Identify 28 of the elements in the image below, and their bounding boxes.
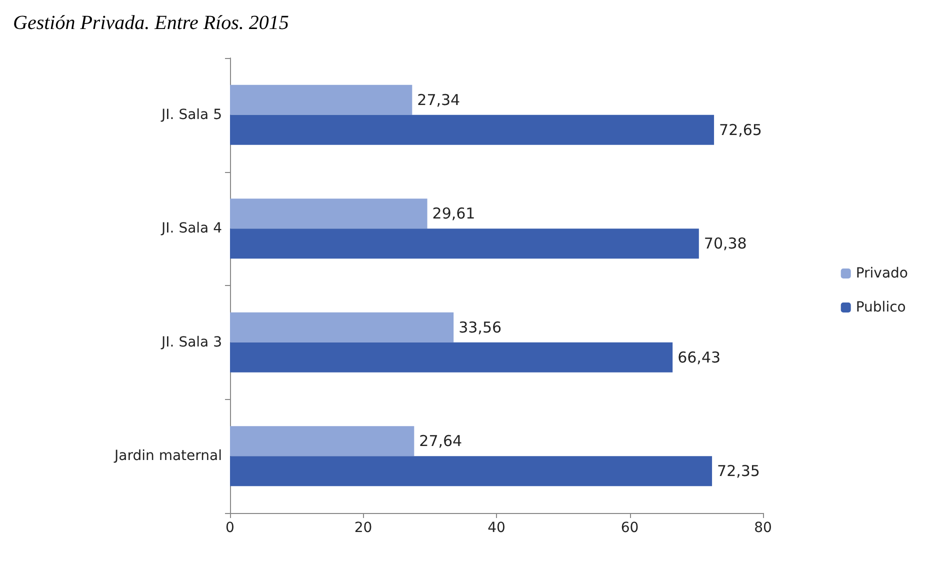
x-tick-label: 0: [226, 520, 234, 536]
x-tick-label: 60: [620, 520, 639, 536]
bar: [230, 114, 714, 145]
bar: [230, 312, 454, 342]
bar: [230, 426, 414, 456]
bar: [230, 342, 673, 372]
chart-title: Gestión Privada. Entre Ríos. 2015: [13, 12, 289, 34]
y-tick-label: JI. Sala 3: [160, 334, 222, 350]
y-tick-label: Jardin maternal: [114, 448, 222, 464]
legend-label: Publico: [856, 300, 906, 316]
x-tick-label: 80: [754, 520, 772, 536]
bar: [230, 84, 412, 115]
bar: [230, 198, 428, 229]
bar: [230, 228, 699, 259]
data-label: 72,65: [719, 120, 762, 139]
x-tick-label: 40: [488, 520, 506, 536]
data-label: 72,35: [717, 462, 760, 480]
data-label: 27,64: [419, 432, 462, 450]
bar: [230, 456, 712, 486]
legend-label: Privado: [856, 266, 908, 282]
y-tick-label: JI. Sala 5: [160, 106, 222, 123]
data-label: 27,34: [417, 90, 460, 109]
data-label: 70,38: [704, 234, 747, 253]
data-label: 33,56: [458, 318, 502, 336]
data-label: 29,61: [432, 204, 476, 223]
data-label: 66,43: [678, 348, 721, 366]
x-tick-label: 20: [354, 520, 372, 536]
y-tick-label: JI. Sala 4: [160, 220, 222, 237]
